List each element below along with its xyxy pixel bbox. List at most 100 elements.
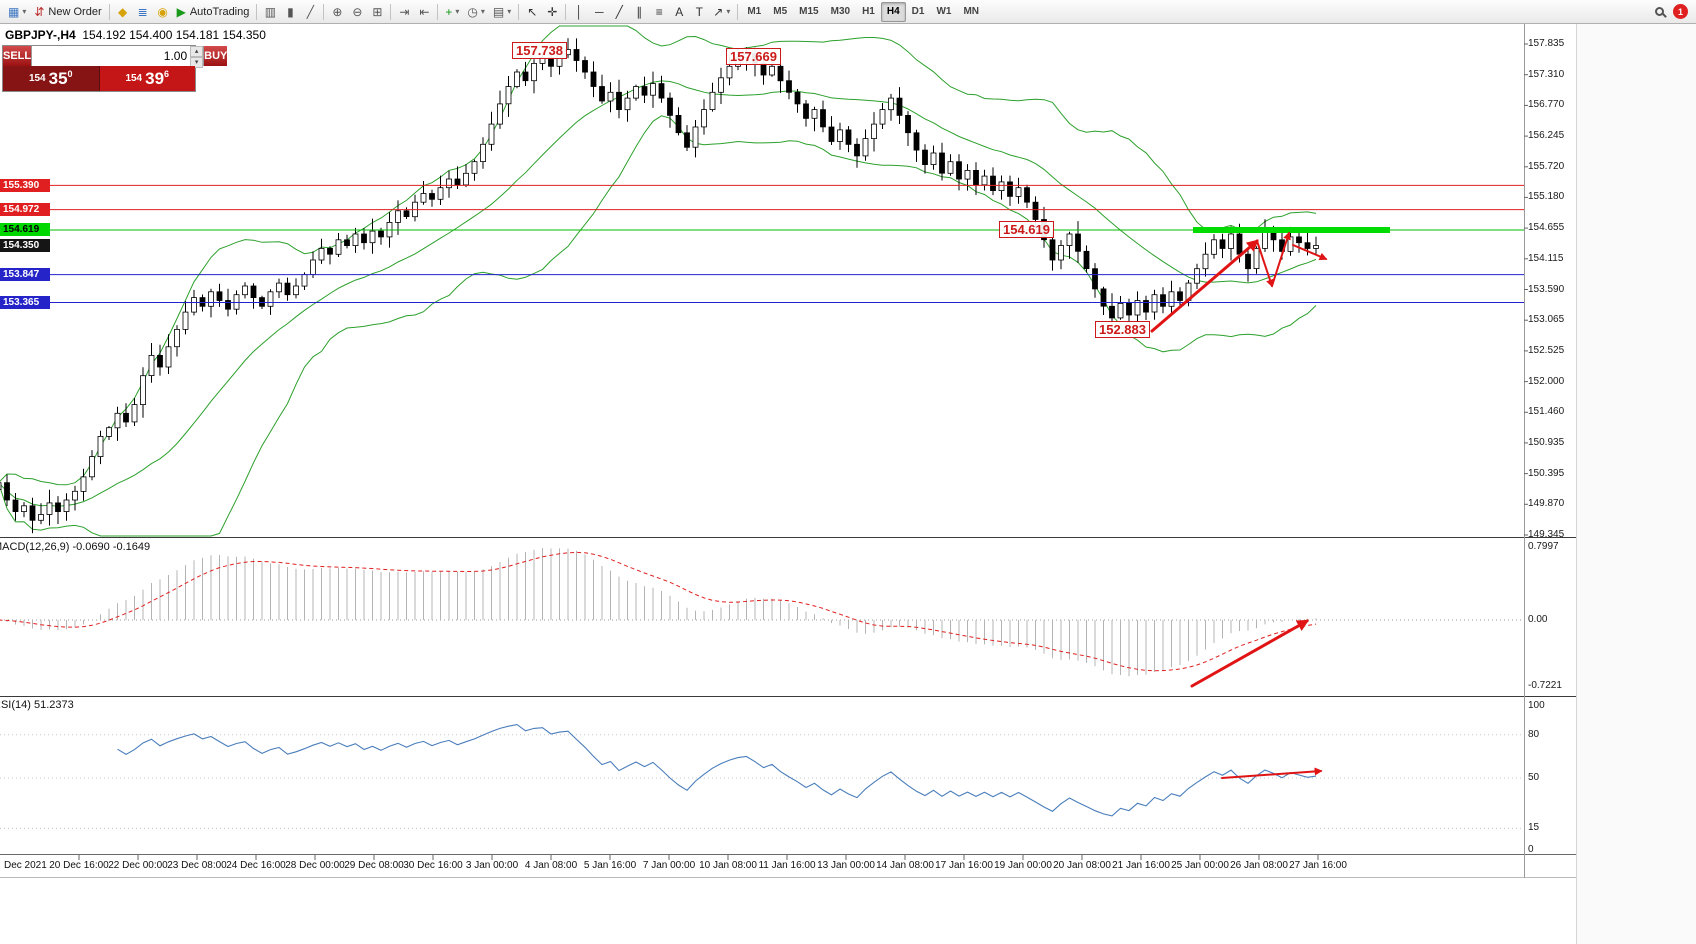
- price-axis-label: 155.720: [1528, 160, 1565, 172]
- market-watch-button[interactable]: ≣: [133, 2, 153, 22]
- price-chart-panel[interactable]: [0, 24, 1576, 538]
- text-button[interactable]: A: [669, 2, 689, 22]
- timeframe-m5[interactable]: M5: [773, 6, 788, 17]
- rsi-scale-label: 100: [1528, 700, 1545, 711]
- sell-price[interactable]: 154 35 0: [3, 66, 100, 91]
- time-axis-label: 20 Jan 08:00: [1053, 860, 1111, 871]
- timeframe-m15[interactable]: M15: [799, 6, 819, 17]
- time-axis-label: 19 Jan 00:00: [994, 860, 1052, 871]
- label-button[interactable]: T: [689, 2, 709, 22]
- price-annotation[interactable]: 157.738: [512, 42, 567, 59]
- rsi-scale-label: 50: [1528, 772, 1540, 783]
- buy-button[interactable]: BUY: [204, 46, 228, 66]
- tile-windows-button[interactable]: ⊞: [367, 2, 387, 22]
- auto-scroll-button[interactable]: ⇥: [394, 2, 414, 22]
- cursor-icon: ↖: [527, 4, 538, 19]
- zoom-out-button[interactable]: ⊖: [347, 2, 367, 22]
- candlestick-mode-icon: ▮: [287, 4, 294, 19]
- price-axis-label: 150.935: [1528, 436, 1565, 448]
- price-axis-tag: 153.847: [0, 268, 50, 282]
- candlestick-mode-button[interactable]: ▮: [280, 2, 300, 22]
- notifications-badge[interactable]: 1: [1673, 4, 1688, 19]
- templates-button[interactable]: ▤ ▾: [489, 2, 515, 22]
- market-watch-icon: ≣: [137, 4, 148, 19]
- macd-panel[interactable]: [0, 539, 1576, 697]
- time-axis-label: 27 Jan 16:00: [1289, 860, 1347, 871]
- fibonacci-button[interactable]: ≡: [649, 2, 669, 22]
- metaeditor-icon: ◆: [117, 4, 128, 19]
- price-axis-label: 156.245: [1528, 130, 1565, 142]
- timeframe-w1[interactable]: W1: [936, 6, 952, 17]
- trendline-button[interactable]: ╱: [609, 2, 629, 22]
- help-button[interactable]: ◉: [153, 2, 173, 22]
- time-axis[interactable]: [0, 855, 1576, 878]
- buy-price-pips: 39: [145, 68, 165, 88]
- auto-scroll-icon: ⇥: [399, 4, 410, 19]
- channel-button[interactable]: ∥: [629, 2, 649, 22]
- bar-chart-mode-button[interactable]: ▥: [260, 2, 280, 22]
- time-axis-label: 7 Jan 00:00: [642, 860, 696, 871]
- time-axis-label: 26 Jan 08:00: [1230, 860, 1288, 871]
- new-chart-button[interactable]: ▦ ▾: [4, 2, 30, 22]
- crosshair-icon: ✛: [547, 4, 558, 19]
- metaeditor-button[interactable]: ◆: [113, 2, 133, 22]
- volume-up-button[interactable]: ▴: [190, 46, 204, 57]
- help-icon: ◉: [157, 4, 168, 19]
- new-order-button[interactable]: ⇵ New Order: [30, 2, 105, 22]
- timeframe-m1[interactable]: M1: [747, 6, 762, 17]
- autotrading-button-label: AutoTrading: [189, 5, 250, 18]
- price-axis-tag: 154.350: [0, 239, 50, 253]
- price-axis-label: 154.115: [1528, 252, 1564, 264]
- time-axis-label: 28 Dec 00:00: [285, 860, 345, 871]
- symbol-name: GBPJPY-,H4: [5, 28, 76, 42]
- sell-button[interactable]: SELL: [3, 46, 32, 66]
- rsi-panel[interactable]: [0, 697, 1576, 855]
- time-axis-label: 23 Dec 08:00: [167, 860, 227, 871]
- macd-scale-label: -0.7221: [1528, 679, 1562, 691]
- buy-price-sup: 6: [164, 69, 170, 79]
- periods-button[interactable]: ◷ ▾: [463, 2, 489, 22]
- autotrading-button[interactable]: ▶ AutoTrading: [173, 2, 254, 22]
- chart-shift-button[interactable]: ⇤: [414, 2, 434, 22]
- vertical-line-button[interactable]: │: [569, 2, 589, 22]
- crosshair-button[interactable]: ✛: [542, 2, 562, 22]
- price-annotation[interactable]: 154.619: [999, 221, 1054, 238]
- price-annotation[interactable]: 157.669: [726, 48, 781, 65]
- price-axis-label: 157.835: [1528, 38, 1565, 49]
- cursor-button[interactable]: ↖: [522, 2, 542, 22]
- price-axis-label: 152.000: [1528, 375, 1565, 387]
- buy-price[interactable]: 154 39 6: [99, 66, 195, 91]
- time-axis-label: 17 Jan 16:00: [935, 860, 993, 871]
- time-axis-label: 4 Jan 08:00: [524, 860, 578, 871]
- indicators-button[interactable]: + ▾: [441, 2, 463, 22]
- price-axis-tag: 155.390: [0, 178, 50, 192]
- price-axis-tag: 154.619: [0, 223, 50, 237]
- time-axis-label: 30 Dec 16:00: [403, 860, 463, 871]
- time-axis-label: 10 Jan 08:00: [699, 860, 757, 871]
- price-axis-label: 149.870: [1528, 498, 1565, 510]
- text-icon: A: [675, 4, 684, 19]
- timeframe-m30[interactable]: M30: [830, 6, 851, 17]
- horizontal-line-button[interactable]: ─: [589, 2, 609, 22]
- line-chart-mode-button[interactable]: ╱: [300, 2, 320, 22]
- price-annotation[interactable]: 152.883: [1095, 321, 1150, 338]
- search-icon: [1654, 7, 1664, 16]
- rsi-scale-label: 0: [1528, 844, 1534, 855]
- dropdown-caret-icon: ▾: [22, 7, 27, 16]
- price-axis-label: 150.395: [1528, 467, 1565, 479]
- search-button[interactable]: [1649, 2, 1669, 22]
- time-axis-label: 11 Jan 16:00: [758, 860, 816, 871]
- templates-icon: ▤: [492, 4, 505, 19]
- time-axis-label: 22 Dec 00:00: [108, 860, 168, 871]
- timeframe-mn[interactable]: MN: [963, 6, 980, 17]
- volume-input[interactable]: [32, 46, 191, 66]
- one-click-price-row: 154 35 0 154 39 6: [3, 66, 195, 91]
- one-click-trading-panel: SELL ▴ ▾ BUY 154 35 0 154 39 6: [2, 45, 228, 92]
- timeframe-h1[interactable]: H1: [862, 6, 875, 17]
- zoom-in-button[interactable]: ⊕: [327, 2, 347, 22]
- sell-price-pips: 35: [48, 68, 68, 88]
- arrows-button[interactable]: ↗ ▾: [709, 2, 734, 22]
- timeframe-h4[interactable]: H4: [880, 1, 906, 22]
- label-icon: T: [695, 4, 703, 19]
- timeframe-d1[interactable]: D1: [911, 6, 925, 17]
